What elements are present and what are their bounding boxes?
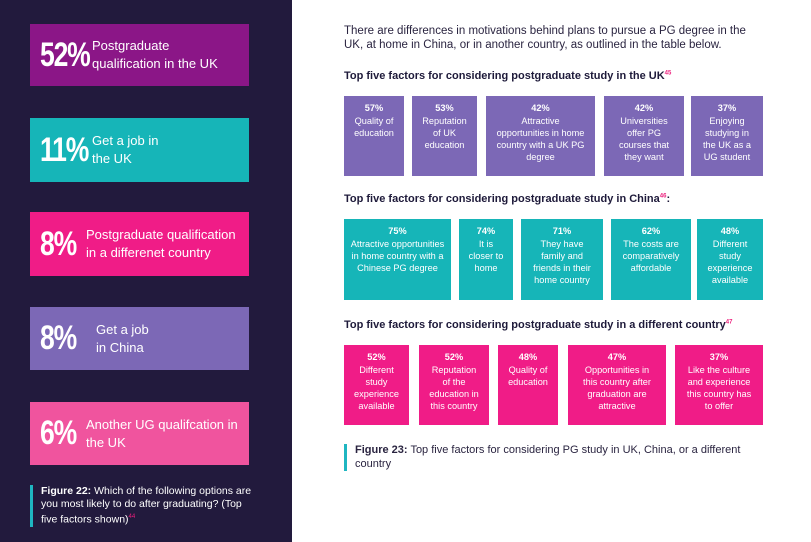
- factor-box-uk: 37% Enjoying studying in the UK as a UG …: [691, 96, 763, 176]
- factor-pct: 42%: [531, 103, 550, 113]
- stat-label: Postgraduate qualification in the UK: [92, 38, 218, 71]
- factor-pct: 57%: [364, 103, 384, 113]
- section-title-uk: Top five factors for considering postgra…: [344, 70, 671, 82]
- factor-box-different-country: 52% Reputation of the education in this …: [419, 345, 489, 425]
- factor-pct: 52%: [367, 352, 386, 362]
- section-title-text: Top five factors for considering postgra…: [344, 193, 660, 205]
- factor-pct: 48%: [720, 226, 740, 236]
- stat-label: Postgraduate qualification in a differen…: [86, 227, 236, 260]
- figure-label: Figure 23:: [355, 444, 408, 456]
- factor-pct: 47%: [607, 352, 627, 362]
- section-title-text: Top five factors for considering postgra…: [344, 319, 726, 331]
- stat-box-pg-uk: 52% Postgraduate qualification in the UK: [30, 24, 249, 86]
- factor-text: They have family and friends in their ho…: [533, 239, 591, 285]
- left-panel: 52% Postgraduate qualification in the UK…: [0, 0, 292, 542]
- factor-pct: 37%: [709, 352, 729, 362]
- figure-22-caption: Figure 22: Which of the following option…: [30, 485, 252, 527]
- factor-text: Like the culture and experience this cou…: [686, 365, 752, 411]
- stat-percentage: 8%: [40, 224, 77, 263]
- section-title-different-country: Top five factors for considering postgra…: [344, 319, 732, 331]
- factor-pct: 48%: [518, 352, 538, 362]
- factor-pct: 42%: [634, 103, 654, 113]
- stat-percentage: 6%: [40, 414, 77, 452]
- factor-pct: 53%: [435, 103, 454, 113]
- factor-text: It is closer to home: [468, 239, 504, 273]
- stat-box-job-china: 8% Get a job in China: [30, 307, 249, 370]
- factor-box-china: 74% It is closer to home: [459, 219, 513, 300]
- factor-box-uk: 42% Attractive opportunities in home cou…: [486, 96, 595, 176]
- stat-percentage: 8%: [40, 319, 77, 357]
- footnote-ref: 46: [659, 193, 667, 200]
- figure-23-caption: Figure 23: Top five factors for consider…: [344, 444, 754, 471]
- factor-pct: 74%: [476, 226, 496, 236]
- factor-text: Reputation of UK education: [422, 116, 467, 150]
- factor-pct: 62%: [641, 226, 661, 236]
- factor-text: Different study experience available: [354, 365, 399, 411]
- factor-box-china: 71% They have family and friends in thei…: [521, 219, 603, 300]
- stat-percentage: 52%: [40, 35, 91, 74]
- factor-text: Quality of education: [508, 365, 548, 387]
- figure-caption-text: Top five factors for considering PG stud…: [355, 444, 741, 470]
- factor-text: Enjoying studying in the UK as a UG stud…: [702, 116, 751, 162]
- factor-text: The costs are comparatively affordable: [622, 239, 680, 273]
- factor-text: Different study experience available: [707, 239, 753, 285]
- factor-box-uk: 57% Quality of education: [344, 96, 404, 176]
- figure-label: Figure 22:: [41, 485, 92, 497]
- factor-pct: 75%: [388, 226, 407, 236]
- factor-text: Universities offer PG courses that they …: [618, 116, 670, 162]
- factor-box-uk: 53% Reputation of UK education: [412, 96, 477, 176]
- factor-text: Opportunities in this country after grad…: [583, 365, 651, 411]
- factor-pct: 71%: [552, 226, 572, 236]
- factor-text: Reputation of the education in this coun…: [429, 365, 479, 411]
- factor-box-different-country: 48% Quality of education: [498, 345, 558, 425]
- factor-box-uk: 42% Universities offer PG courses that t…: [604, 96, 684, 176]
- stat-label: Another UG qualifcation in the UK: [86, 416, 238, 450]
- factor-text: Attractive opportunities in home country…: [496, 116, 585, 162]
- factor-box-different-country: 52% Different study experience available: [344, 345, 409, 425]
- footnote-ref: 44: [128, 514, 136, 520]
- stat-label: Get a job in China: [96, 321, 149, 355]
- factor-text: Quality of education: [354, 116, 394, 138]
- factor-box-china: 62% The costs are comparatively affordab…: [611, 219, 691, 300]
- footnote-ref: 45: [664, 70, 672, 77]
- factor-box-different-country: 37% Like the culture and experience this…: [675, 345, 763, 425]
- factor-text: Attractive opportunities in home country…: [350, 239, 445, 273]
- intro-paragraph: There are differences in motivations beh…: [344, 25, 746, 51]
- factor-pct: 52%: [444, 352, 464, 362]
- factor-box-china: 48% Different study experience available: [697, 219, 763, 300]
- section-title-china: Top five factors for considering postgra…: [344, 193, 671, 205]
- factor-pct: 37%: [717, 103, 737, 113]
- figure-caption-text: Which of the following options are you m…: [41, 485, 252, 526]
- section-title-text: Top five factors for considering postgra…: [344, 70, 665, 82]
- stat-percentage: 11%: [40, 130, 89, 169]
- stat-box-ug-uk: 6% Another UG qualifcation in the UK: [30, 402, 249, 465]
- stat-box-pg-other-country: 8% Postgraduate qualification in a diffe…: [30, 212, 249, 276]
- stat-box-job-uk: 11% Get a job in the UK: [30, 118, 249, 182]
- stat-label: Get a job in the UK: [92, 133, 159, 166]
- factor-box-china: 75% Attractive opportunities in home cou…: [344, 219, 451, 300]
- footnote-ref: 47: [725, 319, 733, 326]
- factor-box-different-country: 47% Opportunities in this country after …: [568, 345, 666, 425]
